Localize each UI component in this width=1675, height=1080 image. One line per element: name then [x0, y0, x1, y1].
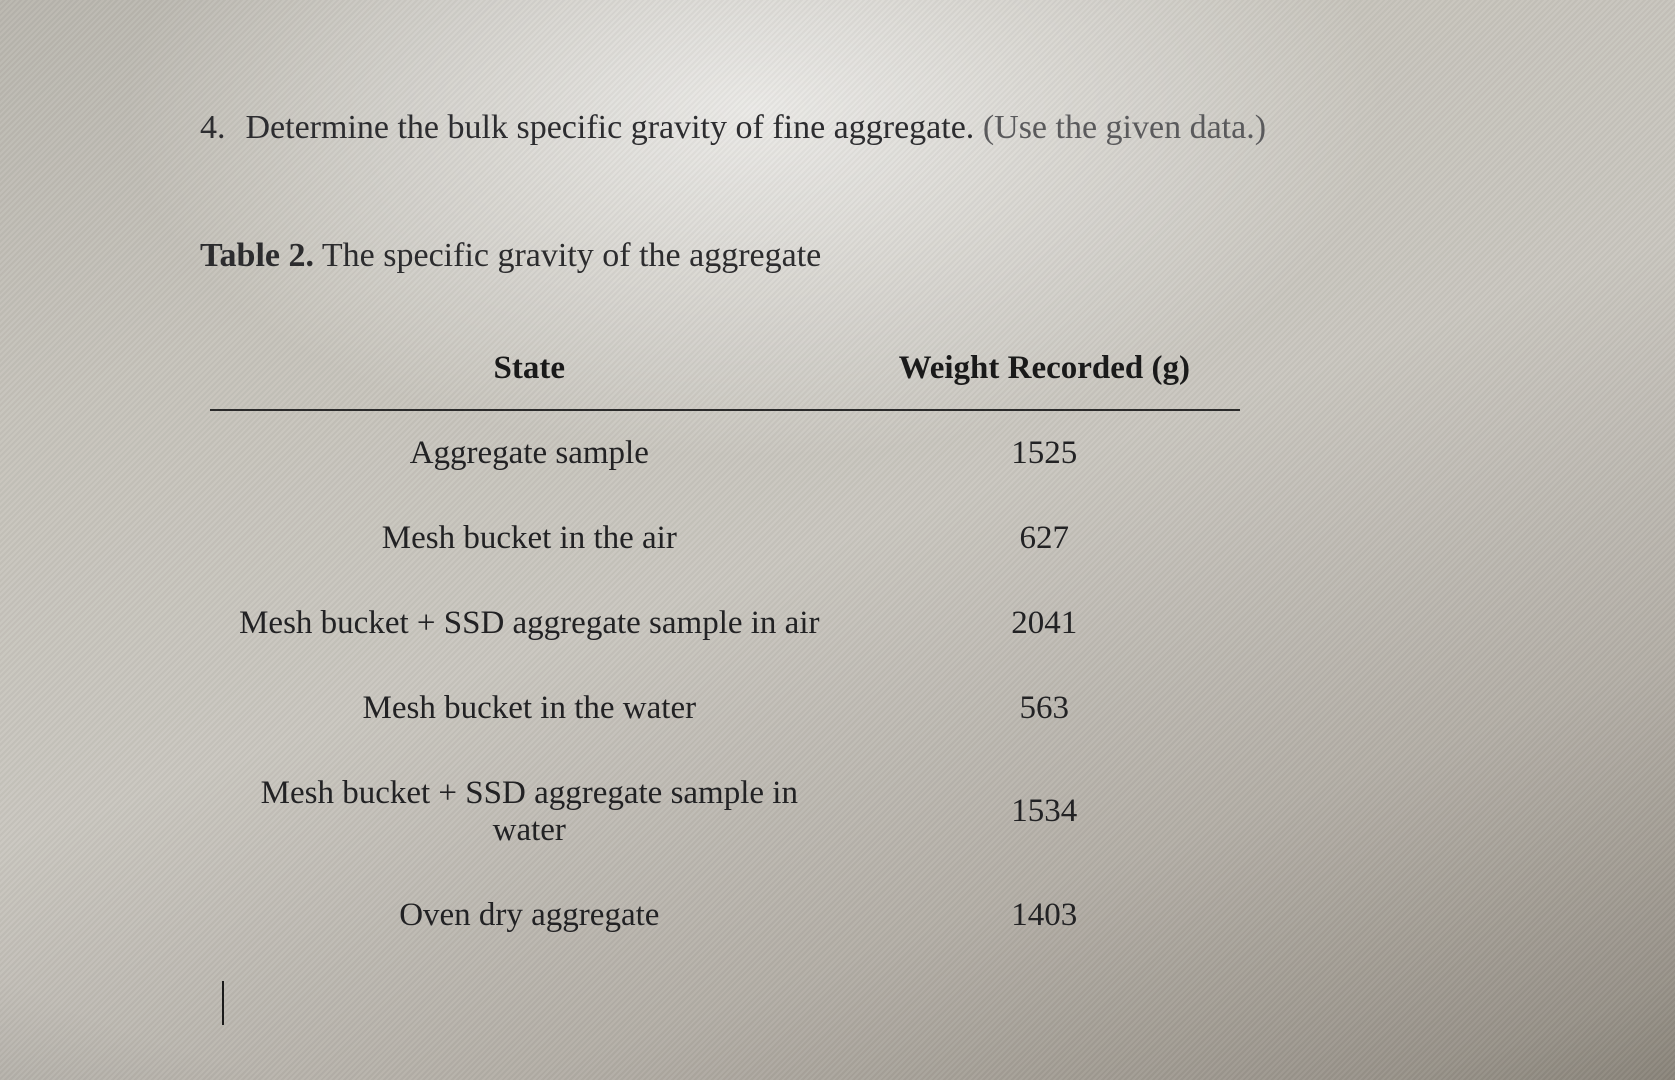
- question-line: 4. Determine the bulk specific gravity of…: [200, 104, 1545, 152]
- list-number: 4.: [200, 109, 226, 146]
- table-row: Mesh bucket + SSD aggregate sample in wa…: [210, 751, 1240, 873]
- cell-weight: 1525: [849, 410, 1240, 496]
- col-header-state: State: [210, 340, 849, 410]
- caption-label: Table 2.: [200, 237, 314, 274]
- col-header-weight: Weight Recorded (g): [849, 340, 1240, 410]
- cell-weight: 1534: [849, 751, 1240, 873]
- table-row: Mesh bucket + SSD aggregate sample in ai…: [210, 581, 1240, 666]
- document-page: 4. Determine the bulk specific gravity of…: [0, 0, 1675, 1080]
- cell-weight: 2041: [849, 581, 1240, 666]
- table-row: Mesh bucket in the water 563: [210, 666, 1240, 751]
- cell-weight: 563: [849, 666, 1240, 751]
- caption-text: The specific gravity of the aggregate: [314, 237, 821, 274]
- question-text: Determine the bulk specific gravity of f…: [246, 109, 983, 146]
- table-body: Aggregate sample 1525 Mesh bucket in the…: [210, 410, 1240, 958]
- specific-gravity-table: State Weight Recorded (g) Aggregate samp…: [210, 340, 1240, 958]
- table-header: State Weight Recorded (g): [210, 340, 1240, 410]
- question-paren-text: (Use the given data.): [983, 109, 1266, 146]
- table-row: Mesh bucket in the air 627: [210, 496, 1240, 581]
- text-cursor-icon: [222, 981, 224, 1025]
- table-caption: Table 2. The specific gravity of the agg…: [200, 237, 1545, 275]
- table-row: Oven dry aggregate 1403: [210, 873, 1240, 958]
- cell-state: Aggregate sample: [210, 410, 849, 496]
- cell-state: Mesh bucket + SSD aggregate sample in ai…: [210, 581, 849, 666]
- cell-state: Mesh bucket in the air: [210, 496, 849, 581]
- cell-state: Mesh bucket + SSD aggregate sample in wa…: [210, 751, 849, 873]
- cell-state: Mesh bucket in the water: [210, 666, 849, 751]
- table-header-row: State Weight Recorded (g): [210, 340, 1240, 410]
- table-row: Aggregate sample 1525: [210, 410, 1240, 496]
- cell-state: Oven dry aggregate: [210, 873, 849, 958]
- cell-weight: 627: [849, 496, 1240, 581]
- cell-weight: 1403: [849, 873, 1240, 958]
